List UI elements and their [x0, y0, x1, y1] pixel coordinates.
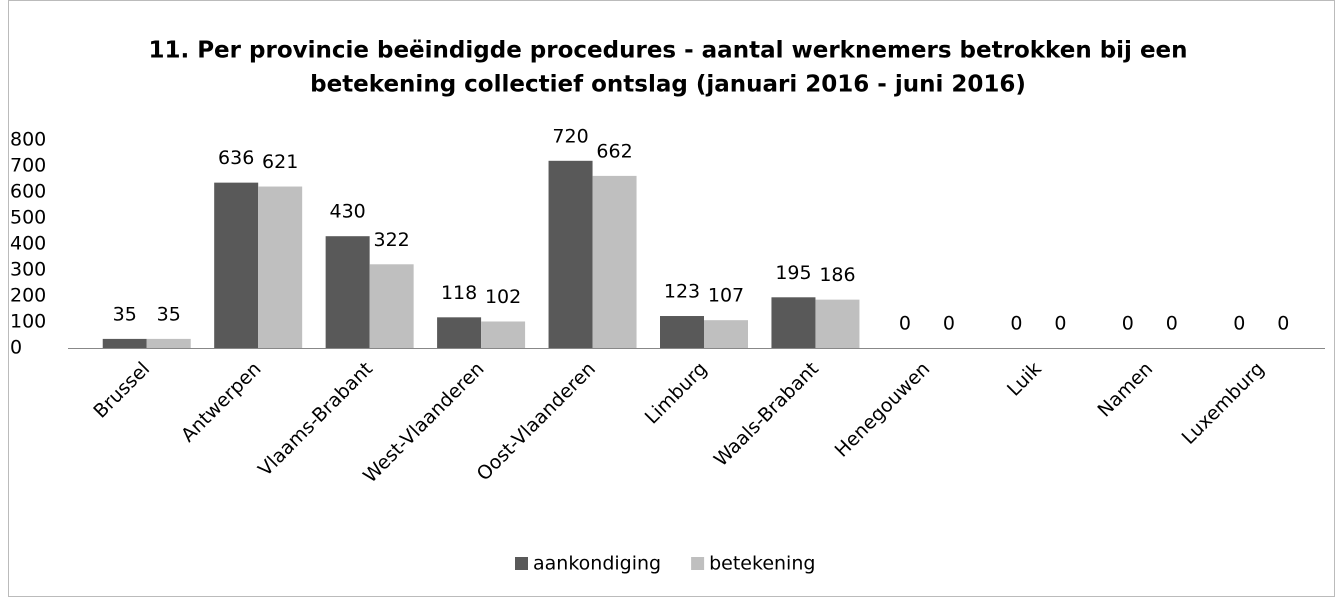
- legend-swatch: [515, 557, 528, 570]
- bar: [102, 338, 147, 348]
- bar: [548, 160, 593, 348]
- data-label: 0: [899, 313, 911, 335]
- data-label: 35: [157, 303, 181, 325]
- y-tick-label: 300: [10, 259, 46, 281]
- data-label: 35: [113, 303, 137, 325]
- legend-swatch: [691, 557, 705, 570]
- data-label: 0: [1233, 313, 1245, 335]
- data-label: 621: [262, 151, 298, 173]
- y-tick-label: 400: [10, 233, 46, 255]
- bar: [369, 264, 414, 348]
- data-label: 107: [708, 285, 744, 307]
- chart-title: betekening collectief ontslag (januari 2…: [310, 72, 1026, 98]
- data-label: 720: [552, 125, 588, 147]
- bar: [592, 175, 637, 348]
- data-label: 118: [441, 282, 477, 304]
- y-tick-label: 700: [10, 155, 46, 177]
- bar: [704, 320, 748, 348]
- data-label: 636: [218, 147, 254, 169]
- data-label: 0: [1166, 313, 1178, 335]
- bar: [481, 321, 526, 348]
- y-tick-label: 100: [10, 311, 46, 333]
- bar: [437, 317, 482, 348]
- data-label: 0: [1054, 313, 1066, 335]
- data-label: 0: [1010, 313, 1022, 335]
- bar: [660, 316, 704, 348]
- data-label: 430: [330, 201, 366, 223]
- data-label: 322: [374, 229, 410, 251]
- chart-title: 11. Per provincie beëindigde procedures …: [148, 38, 1187, 64]
- y-tick-label: 200: [10, 285, 46, 307]
- y-tick-label: 800: [10, 129, 46, 151]
- legend-label: betekening: [709, 553, 815, 575]
- legend-label: aankondiging: [533, 553, 661, 575]
- bar: [214, 182, 259, 348]
- bar: [771, 297, 816, 348]
- data-label: 662: [596, 140, 632, 162]
- data-label: 0: [943, 313, 955, 335]
- data-label: 102: [485, 286, 521, 308]
- y-tick-label: 0: [10, 337, 22, 359]
- bar: [146, 338, 191, 348]
- data-label: 123: [664, 281, 700, 303]
- bar: [815, 299, 860, 348]
- data-label: 195: [775, 262, 811, 284]
- data-label: 0: [1277, 313, 1289, 335]
- bar: [325, 236, 370, 348]
- y-tick-label: 600: [10, 181, 46, 203]
- bar: [258, 186, 303, 348]
- data-label: 186: [819, 264, 855, 286]
- data-label: 0: [1122, 313, 1134, 335]
- y-tick-label: 500: [10, 207, 46, 229]
